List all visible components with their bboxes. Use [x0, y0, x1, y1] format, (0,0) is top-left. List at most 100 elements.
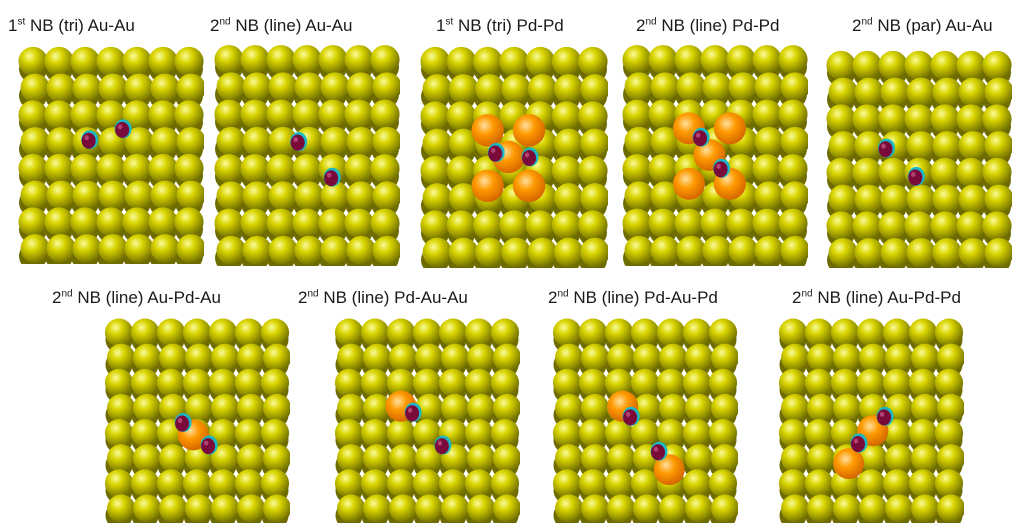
au-atom [685, 494, 714, 523]
au-atom [344, 99, 374, 129]
adsorbate [850, 433, 868, 453]
adsorbate [878, 138, 896, 158]
label-ordinal: nd [861, 16, 873, 28]
au-atom [320, 235, 350, 265]
au-atom [937, 494, 964, 523]
au-atom [778, 318, 808, 347]
au-atom [294, 72, 324, 102]
au-atom [268, 72, 298, 102]
label-text: NB (line) Pd-Pd [656, 16, 780, 35]
au-atom [320, 72, 350, 102]
panel-label: 2nd NB (line) Au-Pd-Au [52, 288, 221, 308]
au-atom [525, 210, 556, 240]
au-atom [104, 469, 134, 498]
au-atom [852, 104, 882, 134]
au-atom [346, 72, 376, 102]
au-atom [363, 343, 392, 372]
au-atom [630, 318, 660, 347]
adsorbate [323, 167, 341, 187]
panel-label: 1st NB (tri) Pd-Pd [436, 16, 564, 36]
au-atom [292, 208, 322, 238]
au-atom [904, 104, 934, 134]
au-atom [174, 100, 204, 130]
label-text: NB (line) Au-Au [230, 16, 353, 35]
au-atom [702, 235, 732, 265]
au-atom [622, 99, 652, 129]
au-atom [622, 208, 652, 238]
au-atom [604, 368, 634, 397]
au-atom [624, 126, 654, 156]
au-atom [682, 469, 712, 498]
au-atom [214, 208, 244, 238]
au-atom [266, 45, 296, 75]
au-atom [372, 72, 400, 102]
au-atom [446, 210, 477, 240]
au-atom [441, 343, 470, 372]
au-atom [46, 180, 76, 210]
au-atom [984, 184, 1012, 214]
au-atom [415, 393, 444, 423]
au-atom [752, 208, 782, 238]
au-atom [467, 444, 496, 473]
au-atom [880, 238, 910, 268]
au-atom [441, 494, 470, 523]
surface-slab [104, 318, 290, 523]
au-atom [778, 45, 808, 75]
pd-atom [713, 112, 746, 145]
au-atom [464, 469, 494, 498]
au-atom [18, 207, 48, 237]
au-atom [176, 234, 204, 264]
au-atom [107, 393, 136, 423]
au-atom [70, 207, 100, 237]
au-atom [490, 368, 520, 397]
panel-label: 2nd NB (line) Au-Au [210, 16, 352, 36]
au-atom [553, 183, 584, 213]
adsorbate [174, 413, 192, 433]
au-atom [552, 418, 582, 448]
au-atom [659, 343, 688, 372]
au-atom [781, 393, 810, 423]
au-atom [578, 418, 608, 448]
pd-atom [471, 114, 504, 147]
au-atom [98, 234, 128, 264]
au-atom [242, 72, 272, 102]
au-atom [752, 154, 782, 184]
au-atom [904, 50, 934, 80]
au-atom [580, 74, 608, 104]
au-atom [501, 74, 531, 104]
au-atom [493, 343, 520, 372]
au-atom [828, 131, 858, 161]
au-atom [932, 238, 962, 268]
label-text: NB (line) Au-Pd-Pd [812, 288, 961, 307]
au-atom [781, 494, 810, 523]
au-atom [674, 208, 704, 238]
au-atom [472, 46, 503, 77]
au-atom [104, 368, 134, 397]
au-atom [580, 183, 608, 213]
au-atom [130, 418, 160, 448]
au-atom [268, 235, 298, 265]
au-atom [648, 208, 678, 238]
au-atom [72, 180, 102, 210]
au-atom [46, 73, 76, 103]
au-atom [752, 99, 782, 129]
pd-atom [512, 114, 546, 147]
adsorbate [907, 166, 925, 186]
au-atom [982, 211, 1012, 241]
label-text: NB (line) Pd-Au-Pd [568, 288, 718, 307]
au-atom [856, 368, 886, 397]
au-atom [650, 181, 680, 211]
au-atom [72, 234, 102, 264]
au-atom [826, 50, 856, 80]
au-atom [363, 393, 392, 423]
adsorbate [692, 127, 710, 147]
au-atom [268, 126, 298, 156]
au-atom [726, 45, 756, 75]
au-atom [685, 393, 714, 423]
au-atom [493, 494, 520, 523]
au-atom [932, 131, 962, 161]
au-atom [96, 207, 126, 237]
au-atom [363, 494, 392, 523]
au-atom [581, 444, 610, 473]
au-atom [781, 444, 810, 473]
